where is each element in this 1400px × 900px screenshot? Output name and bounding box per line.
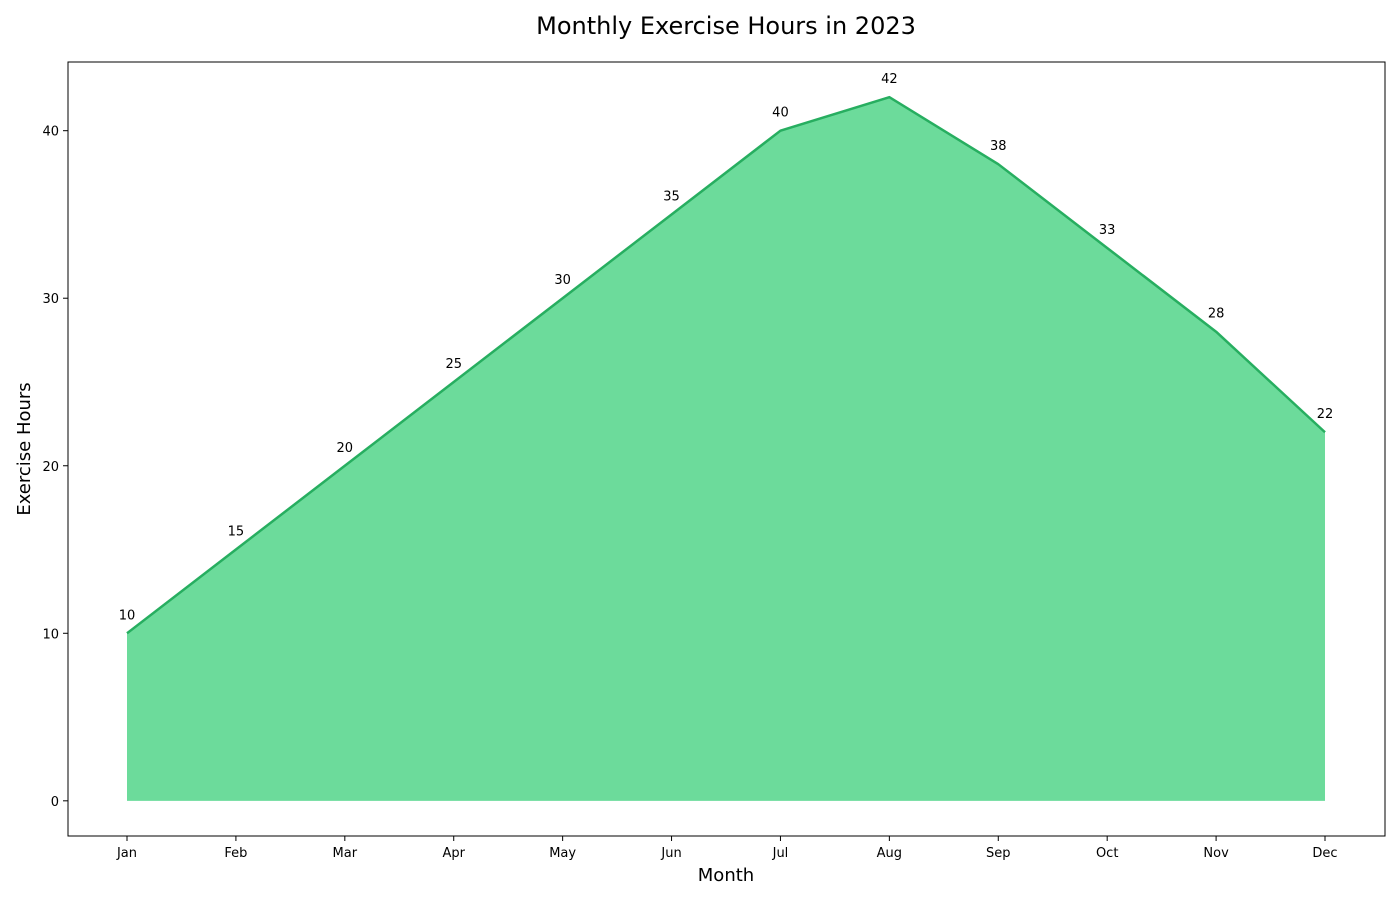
data-label: 38	[990, 139, 1007, 154]
data-label: 42	[881, 72, 898, 87]
x-tick-label: Jun	[660, 846, 681, 861]
plot-frame	[67, 61, 1386, 837]
x-axis: Jan Feb Mar Apr May Jun Jul Aug Sep Oct Nov Dec	[116, 836, 1338, 861]
y-tick-label: 20	[42, 460, 59, 475]
data-label: 10	[119, 608, 136, 623]
data-label: 20	[337, 441, 354, 456]
x-tick-label: Oct	[1096, 846, 1118, 861]
x-tick-label: Mar	[333, 846, 358, 861]
area-fill	[127, 97, 1325, 801]
x-axis-label: Month	[698, 865, 754, 886]
x-tick-label: May	[549, 846, 576, 861]
x-tick-label: Dec	[1312, 846, 1337, 861]
y-axis-label: Exercise Hours	[14, 382, 35, 515]
y-tick-label: 30	[42, 292, 59, 307]
y-tick-label: 0	[51, 795, 59, 810]
y-tick-label: 10	[42, 627, 59, 642]
x-tick-label: Apr	[442, 846, 465, 861]
x-tick-label: Jan	[116, 846, 137, 861]
data-label: 40	[772, 106, 789, 121]
data-label: 28	[1208, 307, 1225, 322]
data-label: 22	[1317, 407, 1334, 422]
x-tick-label: Jul	[772, 846, 789, 861]
data-label: 25	[445, 357, 462, 372]
series-line	[126, 95, 1326, 635]
data-label: 15	[228, 525, 245, 540]
data-label: 30	[554, 273, 571, 288]
area-layer	[126, 95, 1326, 801]
x-tick-label: Nov	[1203, 846, 1229, 861]
chart-title: Monthly Exercise Hours in 2023	[536, 12, 916, 40]
x-tick-label: Aug	[877, 846, 902, 861]
x-tick-label: Sep	[986, 846, 1011, 861]
x-tick-label: Feb	[224, 846, 247, 861]
y-tick-label: 40	[42, 125, 59, 140]
data-labels: 10 15 20 25 30 35 40 42 38 33 28 22	[119, 72, 1334, 623]
data-label: 33	[1099, 223, 1116, 238]
y-axis: 0 10 20 30 40	[42, 125, 68, 810]
data-label: 35	[663, 189, 680, 204]
